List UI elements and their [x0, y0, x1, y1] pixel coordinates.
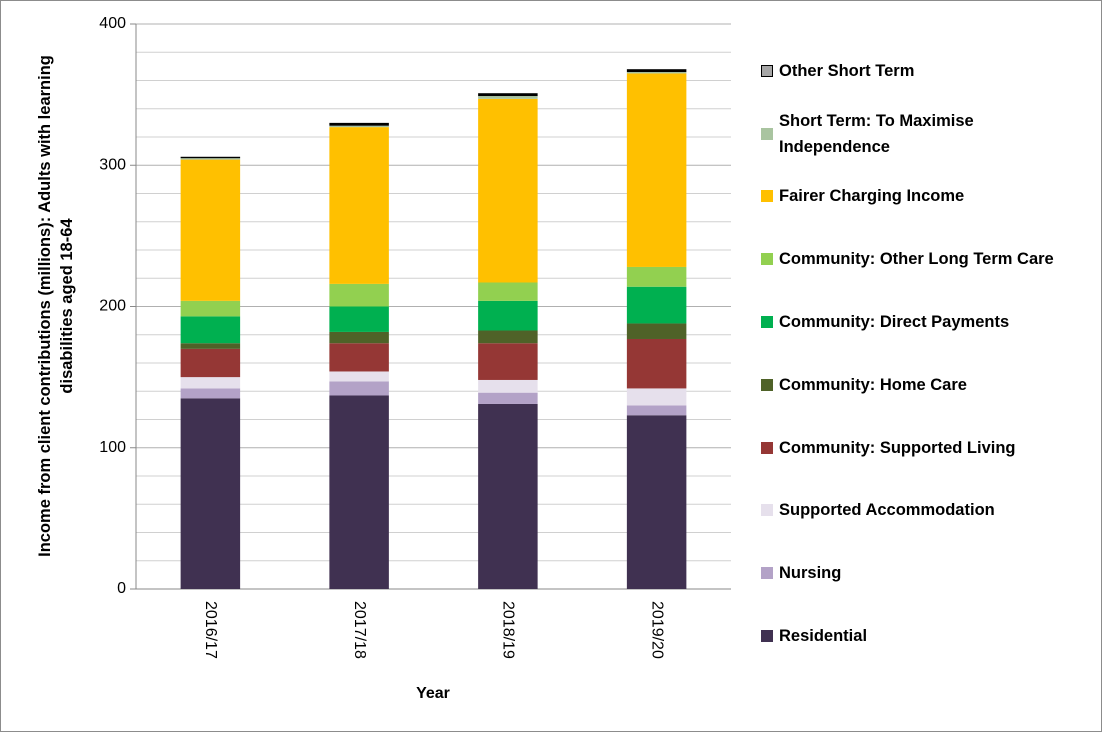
- legend-label: Community: Home Care: [779, 375, 967, 394]
- legend-label: Residential: [779, 627, 868, 645]
- bar-segment: [329, 125, 389, 128]
- bar-segment: [180, 158, 241, 160]
- bar-segment: [329, 306, 389, 332]
- legend-swatch: [761, 441, 773, 454]
- legend-item: Short Term: To Maximise Independence: [761, 108, 1071, 160]
- bar-segment: [478, 93, 538, 97]
- bar-segment: [478, 403, 538, 589]
- y-tick-label: 100: [99, 439, 126, 456]
- legend-label: Supported Accommodation: [779, 501, 995, 520]
- bar-segment: [478, 300, 538, 331]
- legend-item: Other Short Term: [761, 58, 1071, 84]
- bar-segment: [478, 379, 538, 393]
- y-tick-label: 300: [99, 156, 126, 173]
- legend-item: Community: Supported Living: [761, 435, 1071, 461]
- bar-segment: [478, 98, 538, 283]
- x-tick-label: 2019/20: [648, 601, 665, 659]
- legend-label: Other Short Term: [779, 61, 915, 80]
- bar-segment: [329, 127, 389, 284]
- legend-label: Community: Supported Living: [779, 438, 1016, 457]
- legend-label: Community: Direct Payments: [779, 313, 1010, 331]
- legend-item: Fairer Charging Income: [761, 183, 1071, 209]
- bar-segment: [478, 96, 538, 99]
- legend-swatch: [761, 253, 773, 266]
- bar-segment: [626, 286, 687, 324]
- legend-swatch: [761, 567, 773, 580]
- bar-segment: [180, 316, 241, 344]
- legend-item: Nursing: [761, 560, 1071, 586]
- bar-segment: [329, 395, 389, 589]
- legend-label: Community: Other Long Term Care: [779, 250, 1054, 269]
- legend-label: Fairer Charging Income: [779, 187, 965, 206]
- legend-swatch: [761, 378, 773, 391]
- bar-segment: [478, 282, 538, 301]
- legend-swatch: [761, 127, 773, 140]
- legend-label: Nursing: [779, 564, 842, 583]
- legend-swatch: [761, 630, 773, 642]
- bar-segment: [626, 72, 687, 74]
- bar-segment: [329, 381, 389, 396]
- bar-segment: [180, 156, 241, 159]
- bar-segment: [626, 266, 687, 287]
- bar-segment: [626, 73, 687, 267]
- y-axis-title: Income from client contributions (millio…: [36, 55, 76, 557]
- legend-swatch: [761, 316, 773, 328]
- legend-item: Community: Home Care: [761, 372, 1071, 398]
- x-tick-label: 2016/17: [202, 601, 219, 659]
- bar-segment: [626, 388, 687, 406]
- y-tick-label: 0: [117, 580, 126, 597]
- bar-segment: [329, 122, 389, 126]
- bar-segment: [329, 371, 389, 382]
- bar-segment: [180, 300, 241, 317]
- bar-segment: [626, 323, 687, 339]
- bar-segment: [626, 338, 687, 389]
- legend-label: Short Term: To Maximise Independence: [779, 111, 974, 156]
- legend-swatch: [761, 190, 773, 203]
- y-tick-label: 200: [99, 298, 126, 315]
- bar-segment: [478, 330, 538, 344]
- x-tick-label: 2018/19: [500, 601, 517, 659]
- x-tick-label: 2017/18: [351, 601, 368, 659]
- legend-swatch: [761, 504, 773, 517]
- legend-swatch: [761, 64, 773, 77]
- bar-segment: [180, 343, 241, 349]
- legend-item: Supported Accommodation: [761, 497, 1071, 523]
- legend-item: Community: Direct Payments: [761, 309, 1071, 335]
- bar-segment: [180, 159, 241, 301]
- bar-segment: [329, 343, 389, 372]
- bar-segment: [626, 415, 687, 589]
- bar-segment: [180, 348, 241, 378]
- bar-segment: [478, 392, 538, 404]
- bar-segment: [478, 343, 538, 380]
- x-axis-title: Year: [416, 685, 450, 702]
- bar-segment: [180, 377, 241, 389]
- bar-segment: [626, 405, 687, 416]
- bar-segment: [626, 69, 687, 73]
- bar-segment: [180, 398, 241, 589]
- legend-item: Residential: [761, 623, 1071, 649]
- bar-segment: [180, 388, 241, 399]
- y-tick-label: 400: [99, 15, 126, 32]
- legend-item: Community: Other Long Term Care: [761, 246, 1071, 272]
- bar-segment: [329, 331, 389, 344]
- bar-segment: [329, 283, 389, 307]
